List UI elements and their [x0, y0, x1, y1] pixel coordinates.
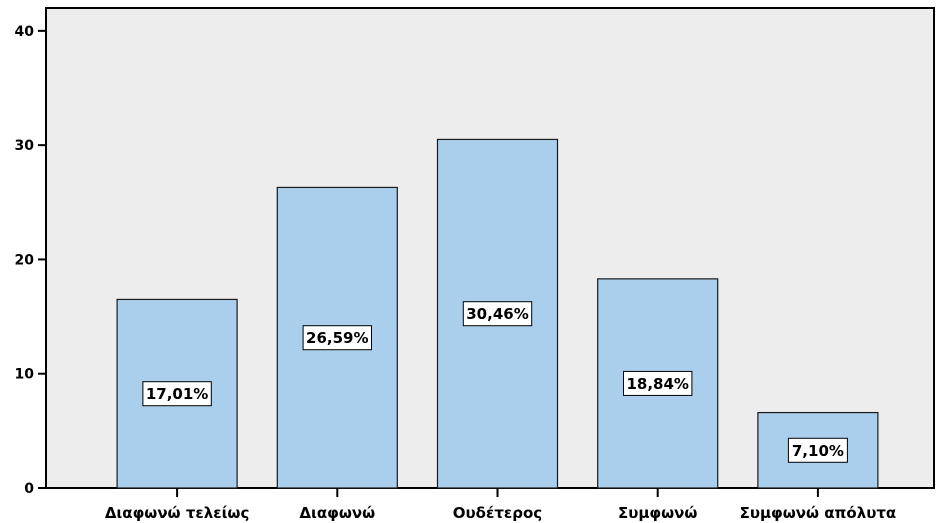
y-tick-label: 10: [15, 367, 35, 383]
x-tick-label: Ουδέτερος: [453, 504, 542, 522]
data-label: 18,84%: [626, 375, 688, 393]
bar-series: 17,01% 26,59% 30,46% 18,84% 7,10%: [116, 138, 879, 489]
y-tick-label: 40: [15, 24, 35, 40]
y-tick-label: 0: [24, 481, 34, 497]
x-tick-label: Συμφωνώ απόλυτα: [740, 504, 897, 522]
x-tick-label: Συμφωνώ: [618, 504, 697, 522]
data-label-box: [623, 370, 693, 396]
data-label: 26,59%: [306, 329, 368, 347]
y-tick-label: 30: [15, 138, 35, 154]
data-label: 17,01%: [146, 385, 208, 403]
data-label: 7,10%: [792, 442, 844, 460]
data-label-box: [787, 437, 848, 463]
data-label-box: [302, 325, 373, 351]
data-label: 30,46%: [466, 305, 528, 323]
data-label-box: [142, 381, 212, 407]
x-axis: Διαφωνώ τελείως Διαφωνώ Ουδέτερος Συμφωνώ Συ…: [105, 488, 896, 522]
y-tick-label: 20: [15, 252, 35, 268]
y-axis: 0 10 20 30 40: [15, 24, 46, 497]
x-tick-label: Διαφωνώ τελείως: [105, 504, 250, 522]
x-tick-label: Διαφωνώ: [299, 504, 375, 522]
data-label-box: [462, 301, 533, 327]
